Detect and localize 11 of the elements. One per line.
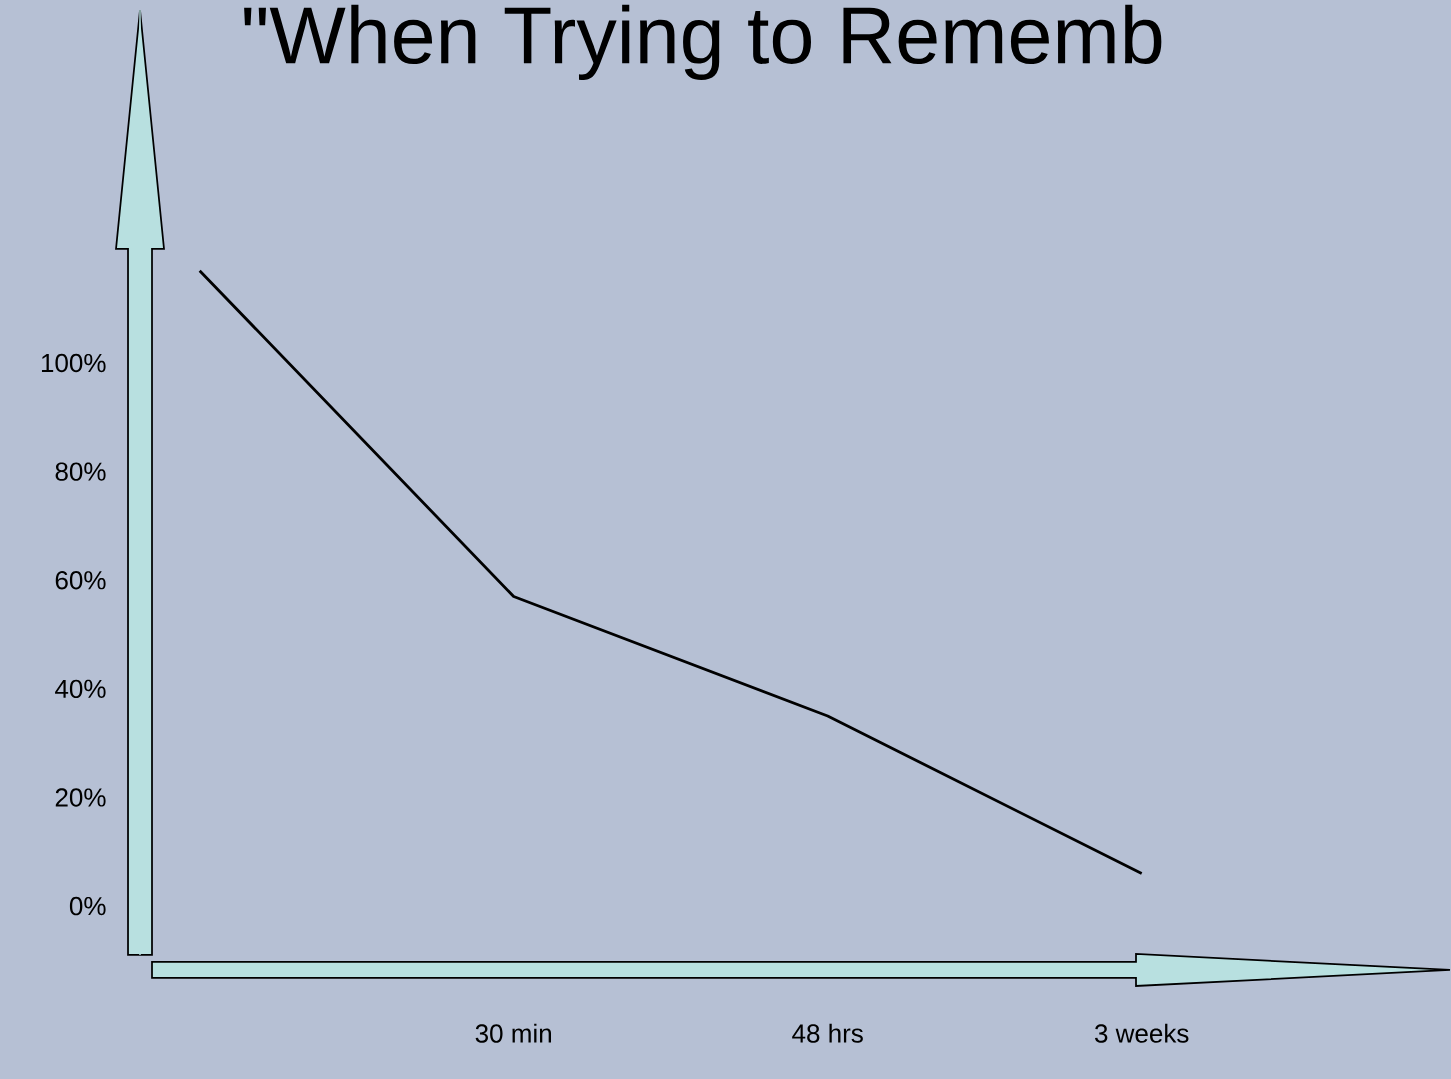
- x-tick-label: 30 min: [475, 1023, 551, 1043]
- y-tick-label: 40%: [55, 679, 106, 699]
- x-tick-label: 48 hrs: [792, 1023, 863, 1043]
- y-tick-label: 60%: [55, 571, 106, 590]
- line-series: [198, 269, 1144, 875]
- y-tick-label: 100%: [41, 353, 106, 373]
- y-tick-label: 80%: [55, 462, 106, 481]
- y-tick-label: 20%: [55, 788, 106, 807]
- chart-title: "When Trying to Rememb: [244, 4, 1162, 81]
- x-tick-label: 3 weeks: [1094, 1023, 1189, 1043]
- y-tick-label: 0%: [69, 896, 106, 916]
